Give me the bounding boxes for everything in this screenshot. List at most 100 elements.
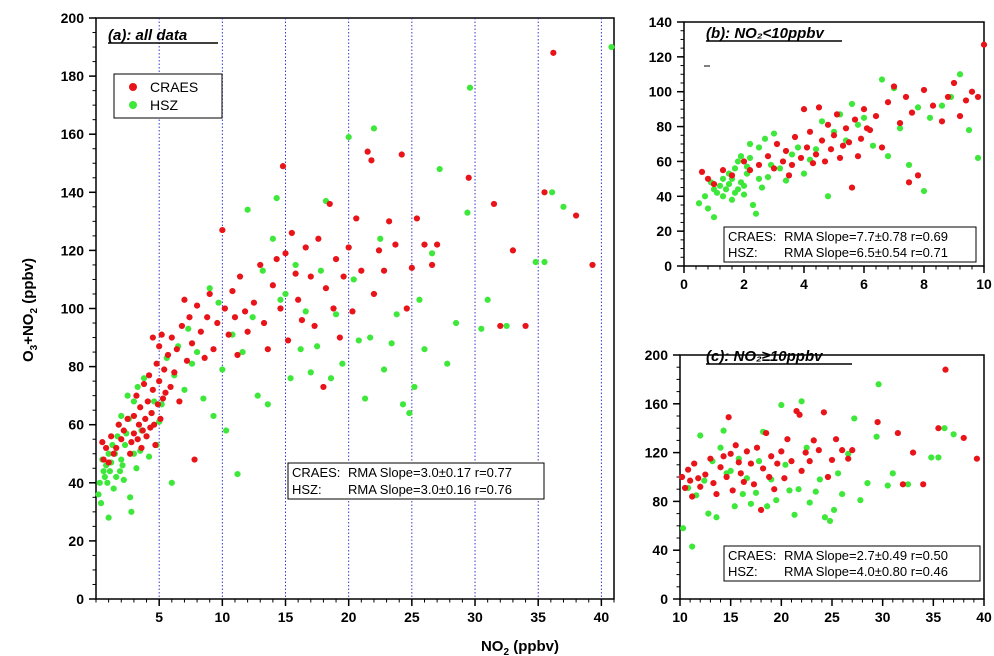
panel-a-title: (a): all data: [108, 27, 187, 44]
data-point-craes: [685, 466, 692, 473]
data-point-craes: [818, 137, 826, 144]
data-point-craes: [186, 314, 193, 321]
data-point-craes: [157, 415, 164, 422]
data-point-hsz: [941, 425, 948, 432]
data-point-craes: [315, 235, 322, 242]
data-point-craes: [778, 448, 785, 455]
data-point-hsz: [764, 174, 772, 181]
data-point-hsz: [812, 146, 820, 153]
data-point-hsz: [824, 193, 832, 200]
data-point-craes: [115, 421, 122, 428]
data-point-craes: [728, 172, 736, 179]
data-point-hsz: [720, 427, 727, 434]
data-point-craes: [219, 226, 226, 234]
y-tick-label: 60: [656, 153, 672, 169]
data-point-craes: [130, 430, 138, 437]
data-point-craes: [336, 334, 343, 341]
data-point-hsz: [317, 267, 324, 274]
data-point-craes: [135, 421, 143, 428]
data-point-craes: [108, 433, 115, 440]
data-point-craes: [845, 139, 853, 146]
data-point-craes: [909, 449, 917, 456]
data-point-craes: [392, 241, 399, 248]
data-point-craes: [757, 506, 765, 514]
panel-b-title: (b): NO₂<10ppbv: [706, 25, 825, 42]
data-point-craes: [201, 354, 208, 361]
data-point-craes: [358, 267, 365, 274]
data-point-craes: [302, 244, 309, 251]
data-point-craes: [173, 346, 180, 353]
data-point-hsz: [145, 453, 153, 460]
data-point-craes: [311, 322, 318, 330]
y-tick-label: 160: [645, 396, 669, 412]
data-point-hsz: [713, 189, 721, 196]
data-point-hsz: [452, 319, 460, 327]
data-point-craes: [710, 180, 718, 188]
x-tick-label: 8: [920, 276, 928, 292]
data-point-hsz: [541, 258, 548, 266]
panel-a-stat-craes-label: CRAES:: [292, 465, 340, 480]
data-point-hsz: [120, 476, 127, 483]
data-point-craes: [839, 142, 847, 149]
data-point-hsz: [965, 126, 973, 134]
data-point-craes: [522, 322, 529, 330]
data-point-hsz: [484, 296, 491, 303]
data-point-craes: [113, 444, 120, 452]
data-point-hsz: [704, 205, 712, 212]
data-point-craes: [896, 119, 904, 127]
data-point-hsz: [101, 473, 108, 481]
data-point-craes: [364, 148, 371, 155]
data-point-hsz: [974, 154, 982, 162]
data-point-craes: [710, 480, 717, 487]
data-point-craes: [288, 229, 295, 237]
data-point-hsz: [332, 311, 340, 318]
data-point-hsz: [795, 486, 802, 493]
data-point-craes: [322, 285, 330, 292]
data-point-hsz: [388, 340, 395, 347]
y-tick-label: 0: [664, 258, 672, 274]
data-point-hsz: [904, 481, 912, 488]
data-point-craes: [791, 133, 799, 141]
data-point-craes: [277, 305, 284, 312]
y-tick-label: 40: [68, 475, 84, 491]
x-axis-label: NO2 (ppbv): [481, 638, 559, 656]
data-point-hsz: [121, 441, 129, 449]
data-point-hsz: [722, 186, 730, 193]
panel-a-ticks: 5 10 15 20 25 30 35 40 0 20 40 60 80 100 120 140 160 180 2…: [61, 10, 615, 625]
data-point-craes: [929, 102, 937, 109]
data-point-craes: [687, 477, 694, 484]
data-point-craes: [144, 398, 151, 405]
data-point-craes: [103, 444, 110, 452]
data-point-craes: [244, 328, 251, 335]
data-point-craes: [140, 380, 148, 388]
data-point-hsz: [200, 395, 207, 402]
data-point-craes: [784, 436, 791, 443]
data-point-craes: [386, 218, 393, 225]
data-point-hsz: [297, 346, 304, 353]
data-point-hsz: [739, 490, 746, 498]
data-point-craes: [828, 456, 836, 464]
data-point-craes: [735, 459, 742, 466]
x-tick-label: 20: [341, 609, 357, 625]
panel-c-points: [678, 366, 981, 550]
data-point-hsz: [764, 503, 771, 510]
data-point-hsz: [776, 165, 784, 172]
panel-a: 5 10 15 20 25 30 35 40 0 20 40 60 80 100 120 140 160 180 2…: [61, 10, 615, 625]
data-point-craes: [796, 411, 803, 418]
data-point-craes: [832, 436, 840, 443]
y-tick-label: 100: [649, 84, 673, 100]
data-point-hsz: [935, 454, 942, 461]
panel-c-ticks: 10 15 20 25 30 35 40 0 40 80 120 160 200: [645, 347, 992, 625]
y-axis-label: O3+NO2 (ppbv): [20, 258, 40, 362]
data-point-craes: [541, 189, 548, 196]
data-point-hsz: [168, 479, 175, 486]
data-point-hsz: [370, 125, 378, 132]
x-tick-label: 40: [976, 609, 992, 625]
data-point-craes: [878, 144, 886, 151]
panel-a-stat-hsz-value: RMA Slope=3.0±0.16 r=0.76: [348, 482, 512, 497]
data-point-craes: [164, 351, 172, 359]
data-point-craes: [345, 244, 352, 251]
data-point-craes: [849, 447, 856, 454]
data-point-hsz: [928, 454, 935, 461]
panel-a-stats-box: [287, 462, 545, 500]
